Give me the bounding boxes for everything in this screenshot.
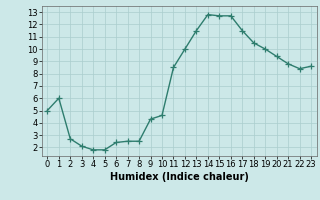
X-axis label: Humidex (Indice chaleur): Humidex (Indice chaleur) xyxy=(110,172,249,182)
